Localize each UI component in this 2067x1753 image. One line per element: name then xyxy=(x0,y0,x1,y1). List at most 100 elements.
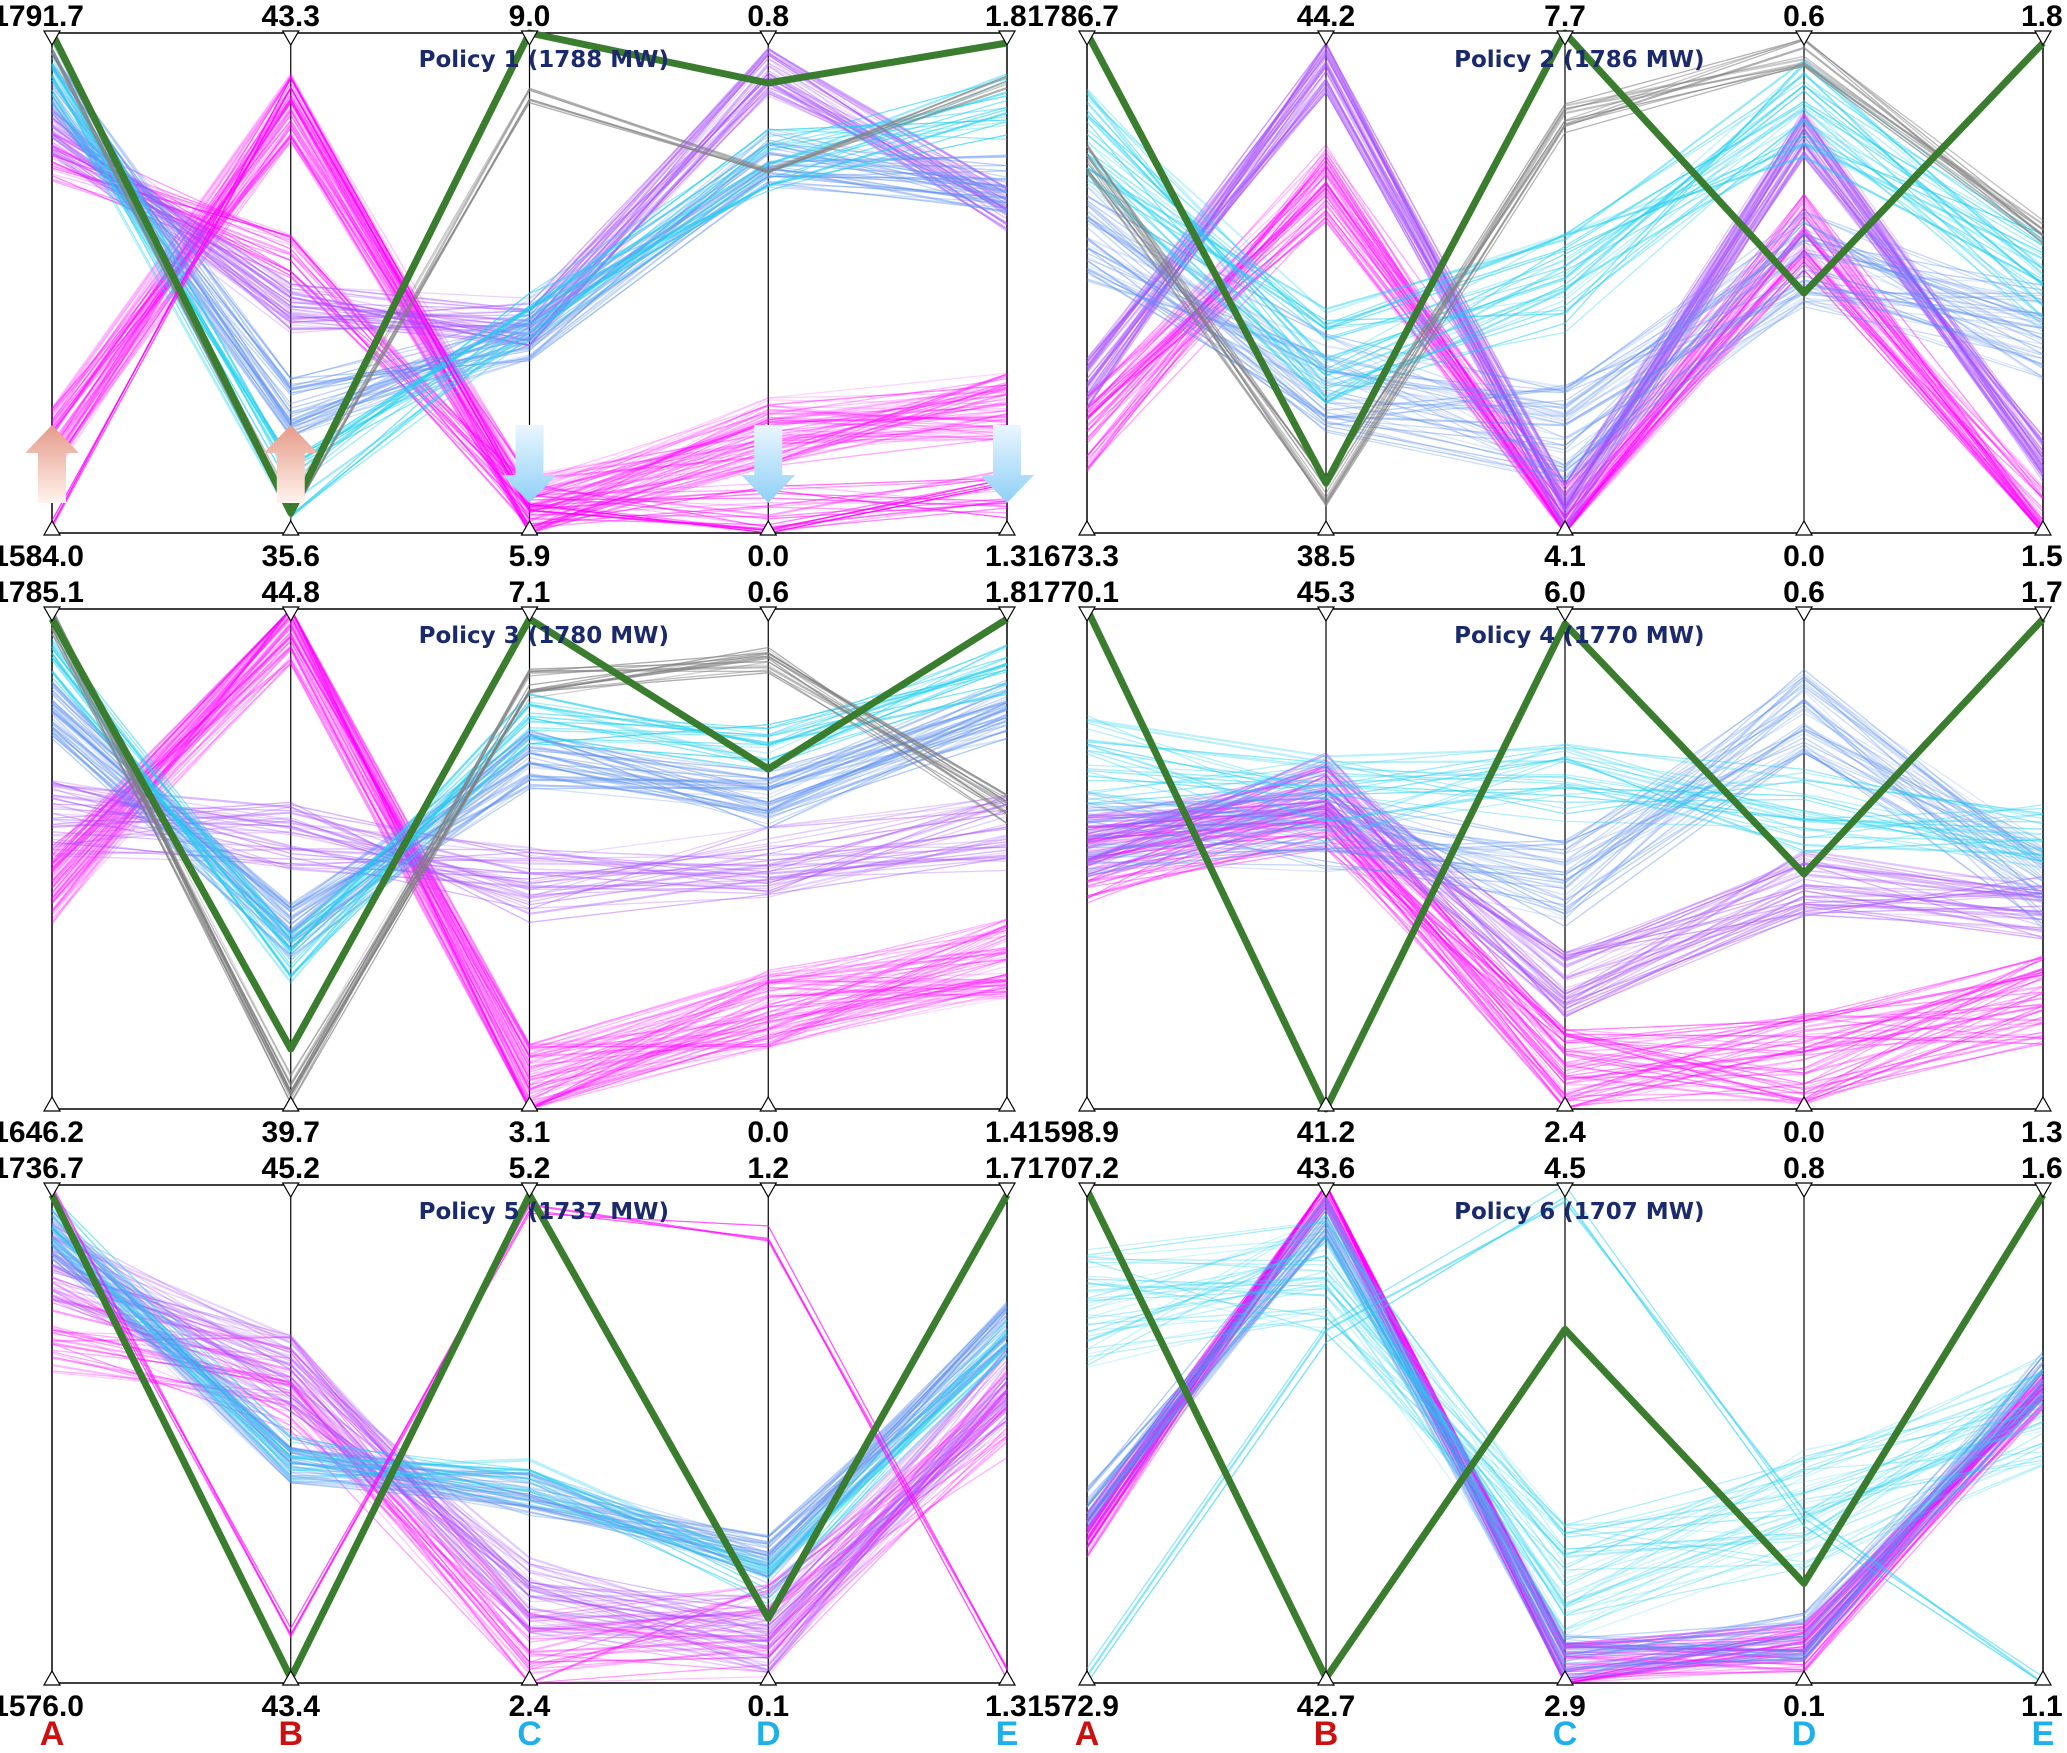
series-line xyxy=(51,1232,1008,1603)
series-line xyxy=(51,101,1008,422)
series-line xyxy=(1086,1238,2044,1662)
tick-max-A: 1786.7 xyxy=(1027,0,1119,33)
axis-max-marker xyxy=(42,30,62,47)
series-line xyxy=(51,1227,1008,1572)
series-line xyxy=(51,72,1008,336)
series-line xyxy=(51,1219,1008,1673)
series-line xyxy=(51,91,1008,434)
axis-max-marker xyxy=(997,1182,1017,1199)
policy-panel-3: Policy 3 (1780 MW) xyxy=(42,606,1017,1112)
series-line xyxy=(51,645,1008,979)
panel-title: Policy 1 (1788 MW) xyxy=(419,47,669,73)
tick-max-B: 43.6 xyxy=(1297,1152,1355,1185)
series-line xyxy=(51,1223,1008,1631)
series-line xyxy=(51,1298,1008,1631)
series-line xyxy=(1086,729,2044,876)
series-line xyxy=(1086,142,2044,377)
series-line xyxy=(51,1266,1008,1671)
series-line xyxy=(1086,53,2044,504)
series-line xyxy=(1086,199,2044,484)
tick-min-D: 0.0 xyxy=(747,540,789,573)
series-line xyxy=(1086,1236,2044,1617)
axis-max-marker xyxy=(1077,30,1097,47)
tick-min-E: 1.3 xyxy=(985,1690,1027,1723)
axis-max-marker xyxy=(42,1182,62,1199)
axis-min-marker xyxy=(281,1669,300,1686)
series-cluster xyxy=(1086,764,2044,1110)
series-line xyxy=(51,798,1008,884)
series-line xyxy=(51,632,1008,1095)
series-line xyxy=(1086,61,2044,509)
series-line xyxy=(51,1288,1008,1633)
tick-max-A: 1770.1 xyxy=(1027,576,1119,609)
series-line xyxy=(1086,219,2044,410)
axis-max-marker xyxy=(1555,606,1575,623)
series-line xyxy=(51,794,1008,897)
series-line xyxy=(51,720,1008,912)
series-line xyxy=(1086,219,2044,480)
series-line xyxy=(1086,1314,2044,1536)
series-line xyxy=(51,1200,1008,1671)
tick-min-C: 5.9 xyxy=(509,540,551,573)
series-line xyxy=(1086,1278,2044,1569)
series-line xyxy=(1086,1256,2044,1534)
series-line xyxy=(51,685,1008,919)
series-line xyxy=(51,74,1008,516)
series-line xyxy=(1086,267,2044,454)
series-line xyxy=(51,785,1008,903)
series-line xyxy=(1086,784,2044,962)
series-line xyxy=(51,1195,1008,1596)
tick-min-A: 1576.0 xyxy=(0,1690,84,1723)
series-line xyxy=(1086,722,2044,832)
series-line xyxy=(1086,1223,2044,1670)
series-line xyxy=(1086,218,2044,427)
series-line xyxy=(51,640,1008,1086)
series-line xyxy=(51,1234,1008,1578)
series-line xyxy=(51,607,1008,1058)
series-line xyxy=(1086,678,2044,889)
series-line xyxy=(1086,729,2044,853)
axis-max-marker xyxy=(997,606,1017,623)
axis-min-marker xyxy=(997,1669,1017,1686)
axis-min-marker xyxy=(42,519,62,536)
axis-name-E: E xyxy=(996,1715,1019,1753)
series-line xyxy=(1086,210,2044,529)
series-line xyxy=(1086,697,2044,897)
series-line xyxy=(1086,1304,2044,1641)
axis-max-marker xyxy=(2033,606,2053,623)
series-line xyxy=(51,648,1008,942)
decrease-arrow-icon xyxy=(980,425,1034,503)
series-line xyxy=(51,1289,1008,1628)
series-line xyxy=(1086,173,2044,525)
series-line xyxy=(1086,1229,2044,1655)
series-line xyxy=(51,1264,1008,1619)
series-line xyxy=(1086,724,2044,912)
axis-min-marker xyxy=(997,1095,1017,1112)
series-line xyxy=(1086,183,2044,534)
series-line xyxy=(51,795,1008,894)
series-line xyxy=(1086,803,2044,1085)
series-line xyxy=(1086,699,2044,929)
series-line xyxy=(51,801,1008,923)
series-line xyxy=(1086,1275,2044,1608)
series-line xyxy=(1086,1242,2044,1605)
series-line xyxy=(51,1210,1008,1569)
series-line xyxy=(51,623,1008,1073)
series-line xyxy=(1086,91,2044,399)
series-line xyxy=(51,89,1008,517)
axis-max-marker xyxy=(281,606,300,623)
axis-min-marker xyxy=(281,1095,300,1112)
series-line xyxy=(51,607,1008,1069)
series-line xyxy=(51,690,1008,907)
series-line xyxy=(1086,59,2044,311)
tick-min-D: 0.0 xyxy=(1783,540,1825,573)
series-line xyxy=(51,76,1008,534)
series-line xyxy=(51,81,1008,391)
series-line xyxy=(51,607,1008,1046)
series-line xyxy=(1086,204,2044,532)
series-line xyxy=(1086,802,2044,1008)
axis-max-marker xyxy=(759,1182,778,1199)
series-line xyxy=(1086,828,2044,1086)
series-line xyxy=(1086,808,2044,960)
series-line xyxy=(1086,90,2044,341)
